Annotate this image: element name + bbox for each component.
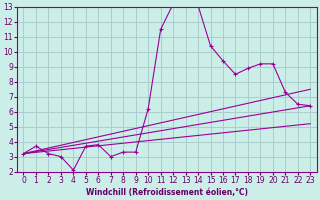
- X-axis label: Windchill (Refroidissement éolien,°C): Windchill (Refroidissement éolien,°C): [86, 188, 248, 197]
